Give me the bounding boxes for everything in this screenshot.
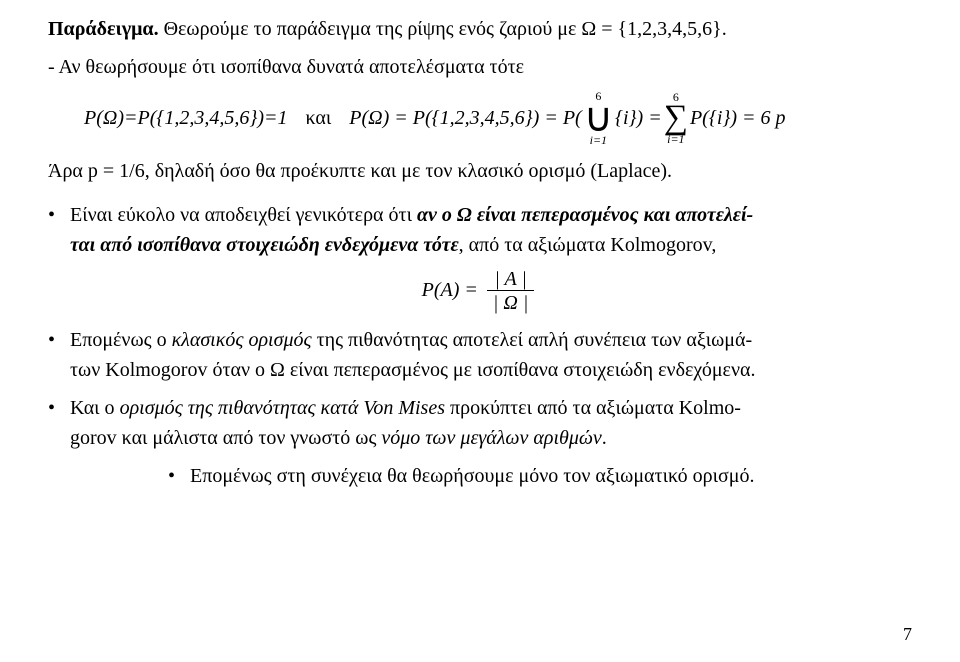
- bullet3-em2: νόμο των μεγάλων αριθμών: [381, 427, 601, 449]
- bullet2-em: κλασικός ορισμός: [172, 329, 312, 351]
- bullet-mark: •: [48, 325, 70, 385]
- bullet-2-body: Επομένως ο κλασικός ορισμός της πιθανότη…: [70, 325, 912, 385]
- eq2-prefix: P(A) =: [422, 279, 478, 301]
- eq1-right-prefix: P(Ω) = P({1,2,3,4,5,6}) = P(: [349, 103, 581, 133]
- paragraph-example: Παράδειγμα. Θεωρούμε το παράδειγμα της ρ…: [48, 14, 912, 44]
- bullet2-part3: των Kolmogorov όταν ο Ω είναι πεπερασμέν…: [70, 359, 755, 381]
- label-example: Παράδειγμα.: [48, 18, 159, 40]
- bullet-2: • Επομένως ο κλασικός ορισμός της πιθανό…: [48, 325, 912, 385]
- bullet1-em2: ται από ισοπίθανα στοιχειώδη ενδεχόμενα …: [70, 234, 459, 256]
- bullet3-part2: προκύπτει από τα αξιώματα Kolmo-: [445, 397, 741, 419]
- bullet-mark: •: [48, 200, 70, 260]
- bullet2-part2: της πιθανότητας αποτελεί απλή συνέπεια τ…: [312, 329, 753, 351]
- equation-block-1: P(Ω)=P({1,2,3,4,5,6})=1 και P(Ω) = P({1,…: [84, 90, 912, 146]
- bullet-mark: •: [48, 393, 70, 453]
- bullet3-part1: Και ο: [70, 397, 120, 419]
- bullet-4: • Επομένως στη συνέχεια θα θεωρήσουμε μό…: [168, 461, 912, 491]
- bullet-1: • Είναι εύκολο να αποδειχθεί γενικότερα …: [48, 200, 912, 260]
- eq1-connector: και: [306, 103, 332, 133]
- page-number: 7: [903, 621, 912, 648]
- union-symbol: ∪: [584, 102, 613, 134]
- sum-symbol: ∑: [664, 103, 688, 134]
- bullet-1-body: Είναι εύκολο να αποδειχθεί γενικότερα ότ…: [70, 200, 912, 260]
- bullet2-part1: Επομένως ο: [70, 329, 172, 351]
- text-example: Θεωρούμε το παράδειγμα της ρίψης ενός ζα…: [159, 18, 727, 40]
- eq2-fraction: | A | | Ω |: [487, 268, 534, 315]
- equation-block-2: P(A) = | A | | Ω |: [48, 268, 912, 315]
- eq2-den: | Ω |: [487, 291, 534, 315]
- bullet3-tail: .: [602, 427, 607, 449]
- union-operator: 6 ∪ i=1: [584, 90, 613, 146]
- eq1-union-body: {i}) =: [615, 103, 662, 133]
- bullet1-em1: αν ο Ω είναι πεπερασμένος και αποτελεί-: [417, 204, 753, 226]
- eq1-right: P(Ω) = P({1,2,3,4,5,6}) = P( 6 ∪ i=1 {i}…: [349, 90, 785, 146]
- bullet1-part1: Είναι εύκολο να αποδειχθεί γενικότερα ότ…: [70, 204, 417, 226]
- bullet3-part3: gorov και μάλιστα από τον γνωστό ως: [70, 427, 381, 449]
- sum-operator: 6 ∑ i=1: [664, 91, 688, 146]
- eq1-sum-body: P({i}) = 6 p: [690, 103, 786, 133]
- page: Παράδειγμα. Θεωρούμε το παράδειγμα της ρ…: [0, 0, 960, 662]
- eq1-left: P(Ω)=P({1,2,3,4,5,6})=1: [84, 103, 288, 133]
- eq2-num: | A |: [487, 268, 534, 291]
- bullet-4-body: Επομένως στη συνέχεια θα θεωρήσουμε μόνο…: [190, 461, 912, 491]
- bullet1-tail: , από τα αξιώματα Kolmogorov,: [459, 234, 717, 256]
- bullet-3: • Και ο ορισμός της πιθανότητας κατά Von…: [48, 393, 912, 453]
- paragraph-assumption: - Αν θεωρήσουμε ότι ισοπίθανα δυνατά απο…: [48, 52, 912, 82]
- paragraph-conclusion: Άρα p = 1/6, δηλαδή όσο θα προέκυπτε και…: [48, 156, 912, 186]
- bullet-3-body: Και ο ορισμός της πιθανότητας κατά Von M…: [70, 393, 912, 453]
- sum-bottom: i=1: [664, 133, 688, 145]
- bullet-mark: •: [168, 461, 190, 491]
- bullet3-em: ορισμός της πιθανότητας κατά Von Mises: [120, 397, 445, 419]
